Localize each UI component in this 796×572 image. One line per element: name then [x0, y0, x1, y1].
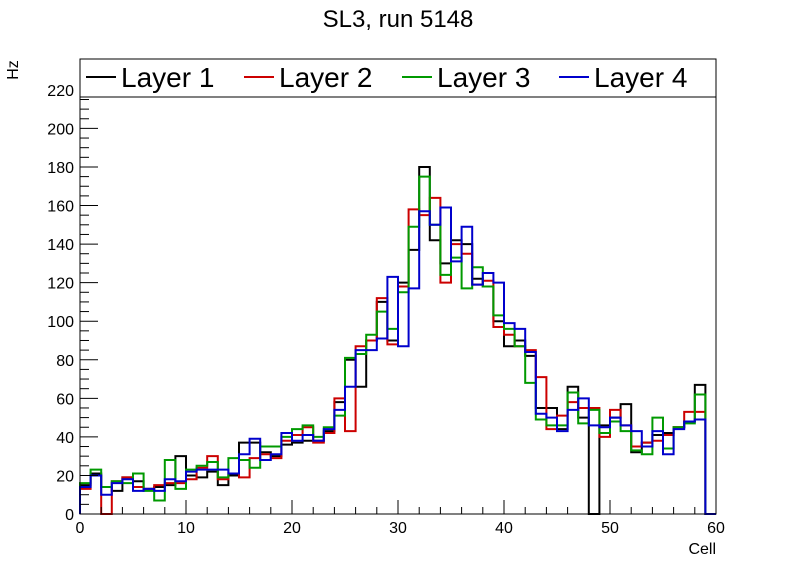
x-tick-label: 30 — [389, 520, 407, 537]
y-tick-label: 100 — [47, 314, 74, 331]
series-line-layer-4 — [79, 206, 716, 515]
x-tick-label: 0 — [76, 520, 85, 537]
y-tick-label: 20 — [56, 468, 74, 485]
x-tick-label: 50 — [601, 520, 619, 537]
x-tick-label: 20 — [283, 520, 301, 537]
series-layer — [79, 165, 716, 515]
legend-label-layer-2: Layer 2 — [279, 62, 372, 93]
x-tick-label: 10 — [177, 520, 195, 537]
y-tick-label: 80 — [56, 353, 74, 370]
y-tick-label: 40 — [56, 430, 74, 447]
x-axis-label: Cell — [688, 541, 716, 558]
y-tick-label: 200 — [47, 121, 74, 138]
legend: Layer 1 Layer 2 Layer 3 Layer 4 — [79, 58, 717, 98]
y-tick-label: 120 — [47, 276, 74, 293]
y-tick-label: 60 — [56, 391, 74, 408]
legend-label-layer-4: Layer 4 — [594, 62, 687, 93]
x-tick-label: 60 — [707, 520, 725, 537]
chart-title: SL3, run 5148 — [323, 6, 474, 33]
y-tick-label: 0 — [65, 507, 74, 524]
y-tick-label: 220 — [47, 83, 74, 100]
x-tick-label: 40 — [495, 520, 513, 537]
y-tick-label: 180 — [47, 160, 74, 177]
legend-label-layer-3: Layer 3 — [437, 62, 530, 93]
y-tick-label: 140 — [47, 237, 74, 254]
y-tick-label: 160 — [47, 199, 74, 216]
y-axis-label: Hz — [5, 60, 22, 80]
legend-box — [79, 58, 717, 98]
legend-label-layer-1: Layer 1 — [121, 62, 214, 93]
axes-layer: 0 10 20 30 40 50 60 0 20 40 60 80 100 120 140 160 180 200… — [47, 58, 725, 537]
